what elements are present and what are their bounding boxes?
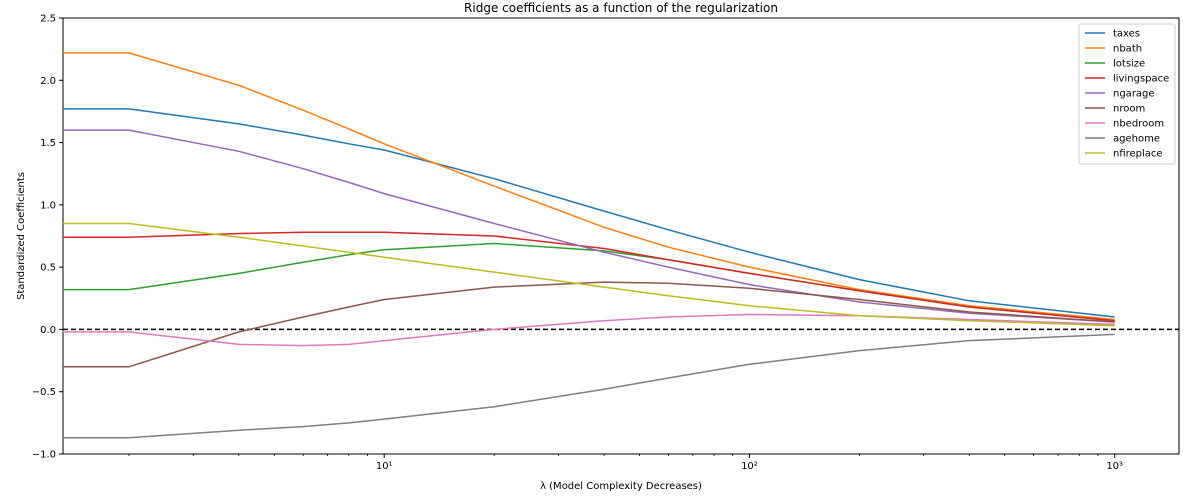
series-line-taxes: [63, 108, 1115, 318]
legend-label-agehome: agehome: [1113, 134, 1160, 145]
legend-label-nroom: nroom: [1113, 104, 1145, 115]
chart-title: Ridge coefficients as a function of the …: [464, 1, 778, 15]
x-tick-label: 10¹: [376, 461, 393, 472]
legend-label-livingspace: livingspace: [1113, 74, 1169, 85]
plot-frame: [62, 17, 1180, 455]
series-line-agehome: [63, 333, 1115, 439]
legend-label-nbath: nbath: [1113, 44, 1142, 55]
y-tick-label: 0.5: [40, 263, 56, 274]
y-tick-label: 2.5: [40, 14, 56, 25]
x-tick-label: 10³: [1106, 461, 1123, 472]
y-axis-title: Standardized Coefficients: [16, 172, 27, 300]
y-tick-label: 1.0: [40, 200, 56, 211]
legend-label-nfireplace: nfireplace: [1113, 149, 1163, 160]
series-line-nfireplace: [63, 222, 1115, 327]
y-tick-label: 1.5: [40, 138, 56, 149]
series-line-ngarage: [63, 129, 1115, 323]
series-line-nroom: [63, 281, 1115, 368]
series-line-livingspace: [63, 231, 1115, 322]
series-line-nbath: [63, 52, 1115, 321]
legend-label-ngarage: ngarage: [1113, 89, 1155, 100]
x-axis-title: λ (Model Complexity Decreases): [540, 481, 702, 492]
x-tick-label: 10²: [741, 461, 758, 472]
legend-label-nbedroom: nbedroom: [1113, 119, 1164, 130]
legend-label-taxes: taxes: [1113, 29, 1140, 40]
legend: taxes nbath lotsize livingspace ngarage nroom…: [1078, 23, 1176, 165]
legend-label-lotsize: lotsize: [1113, 59, 1145, 70]
y-tick-label: −0.5: [32, 387, 56, 398]
y-tick-label: 2.0: [40, 76, 56, 87]
legend-box: [1078, 23, 1176, 165]
y-tick-label: −1.0: [32, 450, 56, 461]
y-tick-label: 0.0: [40, 325, 56, 336]
